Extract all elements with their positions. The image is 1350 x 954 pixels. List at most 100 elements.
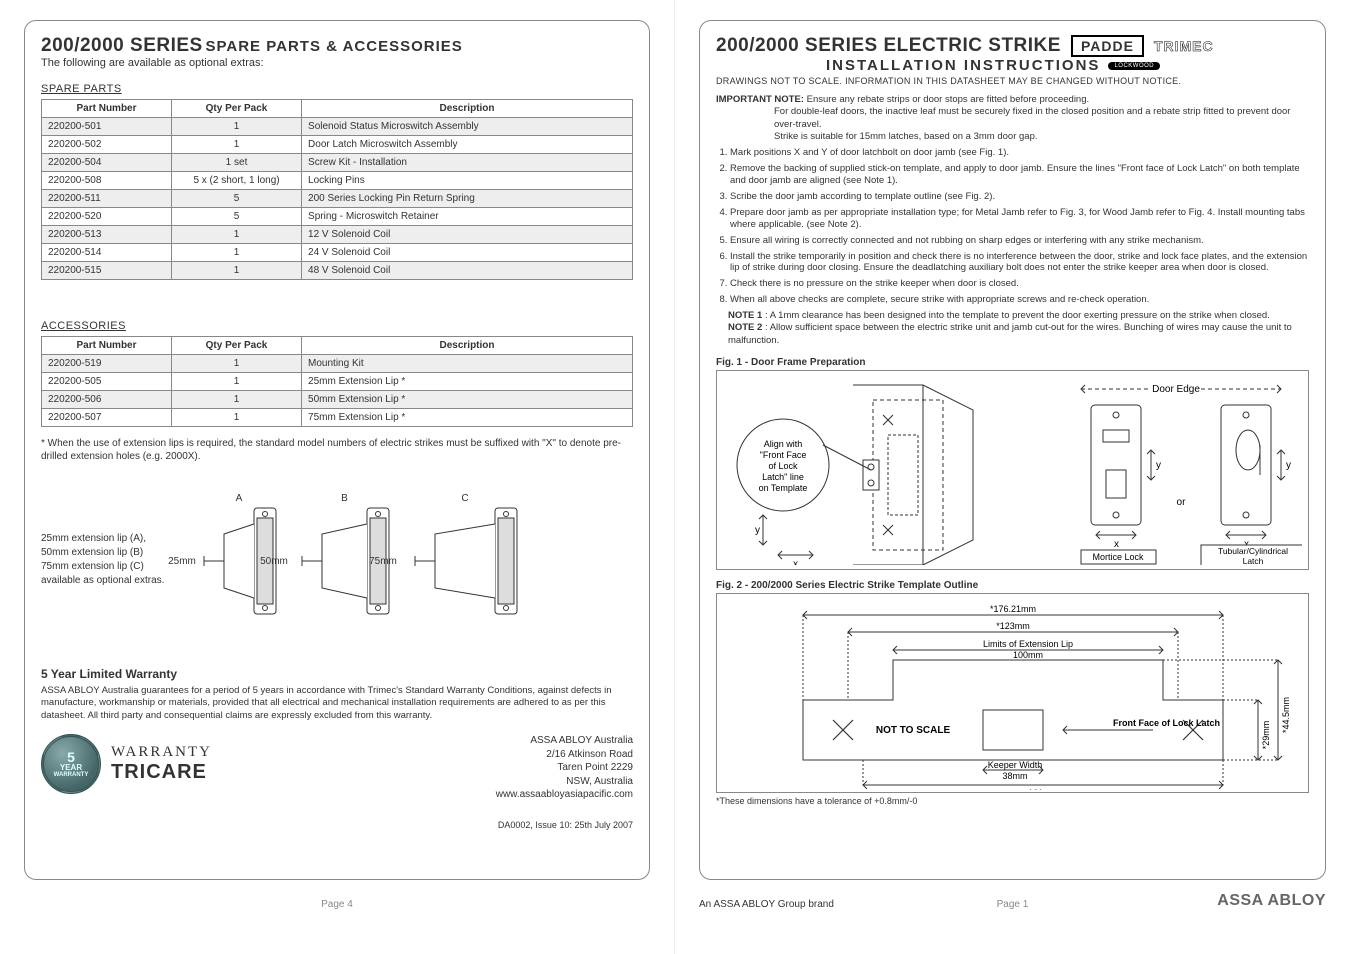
step-item: Scribe the door jamb according to templa… [730,191,1309,203]
svg-text:Door Edge: Door Edge [1152,384,1200,395]
note1-text: : A 1mm clearance has been designed into… [765,310,1270,321]
lips-description: 25mm extension lip (A), 50mm extension l… [41,532,181,588]
cell-desc: 25mm Extension Lip * [302,373,633,391]
fig2-box: *176.21mm *123mm Limits of Extension Lip… [716,593,1309,793]
fig2-dim-161: 161mm [1028,788,1058,790]
lip-c-icon [410,506,520,616]
contact-line: Taren Point 2229 [496,761,633,775]
tolerance-note: *These dimensions have a tolerance of +0… [716,796,1309,806]
table-row: 220200-507175mm Extension Lip * [42,409,633,427]
table-row: 220200-515148 V Solenoid Coil [42,262,633,280]
scale-note: DRAWINGS NOT TO SCALE. INFORMATION IN TH… [716,76,1309,86]
contact-line: NSW, Australia [496,775,633,789]
cell-part-number: 220200-508 [42,172,172,190]
title-subtitle: SPARE PARTS & ACCESSORIES [206,38,463,55]
important-note-block: IMPORTANT NOTE: Ensure any rebate strips… [716,94,1309,143]
fig2-nts: NOT TO SCALE [876,725,951,736]
cell-desc: Screw Kit - Installation [302,154,633,172]
step-item: When all above checks are complete, secu… [730,294,1309,306]
svg-text:Mortice Lock: Mortice Lock [1093,552,1145,562]
lips-line: 50mm extension lip (B) [41,546,181,560]
step-item: Check there is no pressure on the strike… [730,278,1309,290]
cell-part-number: 220200-515 [42,262,172,280]
svg-text:y: y [1286,460,1291,471]
note2-label: NOTE 2 [728,322,762,333]
fig1-box: Align with "Front Face of Lock Latch" li… [716,370,1309,570]
cell-part-number: 220200-504 [42,154,172,172]
cell-desc: Door Latch Microswitch Assembly [302,136,633,154]
fig1-title: Fig. 1 - Door Frame Preparation [716,357,1309,368]
col-qty: Qty Per Pack [172,100,302,118]
cell-desc: 50mm Extension Lip * [302,391,633,409]
fig2-ext-label: Limits of Extension Lip [983,639,1073,649]
table-row: 220200-513112 V Solenoid Coil [42,226,633,244]
brand-tricare-text: TRICARE [111,761,212,784]
cell-qty: 1 [172,391,302,409]
svg-text:x: x [793,559,798,565]
cell-desc: 75mm Extension Lip * [302,409,633,427]
col-desc: Description [302,337,633,355]
svg-text:x: x [1114,539,1119,550]
important-line-1: Ensure any rebate strips or door stops a… [807,94,1090,105]
fig2-dim-44: *44.5mm [1281,697,1291,733]
svg-text:Align with: Align with [764,439,803,449]
table-row: 220200-5115200 Series Locking Pin Return… [42,190,633,208]
step-item: Ensure all wiring is correctly connected… [730,235,1309,247]
svg-text:y: y [1156,460,1161,471]
svg-text:on Template: on Template [759,483,808,493]
right-panel: 200/2000 SERIES ELECTRIC STRIKE PADDE TR… [699,20,1326,880]
step-item: Mark positions X and Y of door latchbolt… [730,147,1309,159]
fig1-right-diagram: Door Edge y y x x or Mortice Lock Tubula… [1051,375,1302,565]
cell-qty: 1 [172,355,302,373]
cell-part-number: 220200-506 [42,391,172,409]
lockwood-badge: LOCKWOOD [1108,62,1160,70]
spare-parts-table: Part Number Qty Per Pack Description 220… [41,99,633,280]
cell-qty: 1 [172,118,302,136]
cell-qty: 1 [172,136,302,154]
col-qty: Qty Per Pack [172,337,302,355]
note2-text: : Allow sufficient space between the ele… [728,322,1292,345]
important-line-3: Strike is suitable for 15mm latches, bas… [774,131,1309,143]
cell-desc: 12 V Solenoid Coil [302,226,633,244]
cell-desc: Mounting Kit [302,355,633,373]
cell-desc: 24 V Solenoid Coil [302,244,633,262]
fig2-keeper-value: 38mm [1002,771,1027,781]
col-part-number: Part Number [42,100,172,118]
table-row: 220200-5191Mounting Kit [42,355,633,373]
seal-number: 5 [54,750,89,764]
page-number: Page 4 [144,899,530,910]
svg-text:y: y [755,525,760,536]
cell-qty: 1 [172,226,302,244]
svg-text:Latch" line: Latch" line [762,472,804,482]
lips-line: available as optional extras. [41,574,181,588]
cell-part-number: 220200-513 [42,226,172,244]
step-item: Install the strike temporarily in positi… [730,251,1309,275]
cell-desc: Locking Pins [302,172,633,190]
lips-line: 25mm extension lip (A), [41,532,181,546]
warranty-seal-icon: 5 YEAR WARRANTY [41,734,101,794]
lip-a-dim: 25mm [167,556,197,567]
warranty-title: 5 Year Limited Warranty [41,667,633,681]
accessories-footnote: * When the use of extension lips is requ… [41,437,633,463]
cell-desc: 48 V Solenoid Coil [302,262,633,280]
lip-b-label: B [297,493,392,504]
padde-badge: PADDE [1071,35,1144,57]
page-footer-right: An ASSA ABLOY Group brand Page 1 ASSA AB… [699,886,1326,910]
seal-warranty: WARRANTY [54,772,89,778]
table-row: 220200-5011Solenoid Status Microswitch A… [42,118,633,136]
title-row: 200/2000 SERIES SPARE PARTS & ACCESSORIE… [41,35,633,57]
lip-c-label: C [410,493,520,504]
note1-label: NOTE 1 [728,310,762,321]
seal-year: YEAR [54,764,89,772]
cell-part-number: 220200-511 [42,190,172,208]
page-footer-left: Page 4 [24,886,650,910]
cell-qty: 1 [172,262,302,280]
cell-qty: 1 [172,373,302,391]
cell-qty: 5 [172,208,302,226]
fig2-front-face: Front Face of Lock Latch [1113,718,1220,728]
contact-block: ASSA ABLOY Australia 2/16 Atkinson Road … [496,734,633,802]
group-brand-text: An ASSA ABLOY Group brand [699,899,899,910]
cell-qty: 1 set [172,154,302,172]
cell-qty: 1 [172,244,302,262]
right-title: 200/2000 SERIES ELECTRIC STRIKE [716,35,1061,57]
